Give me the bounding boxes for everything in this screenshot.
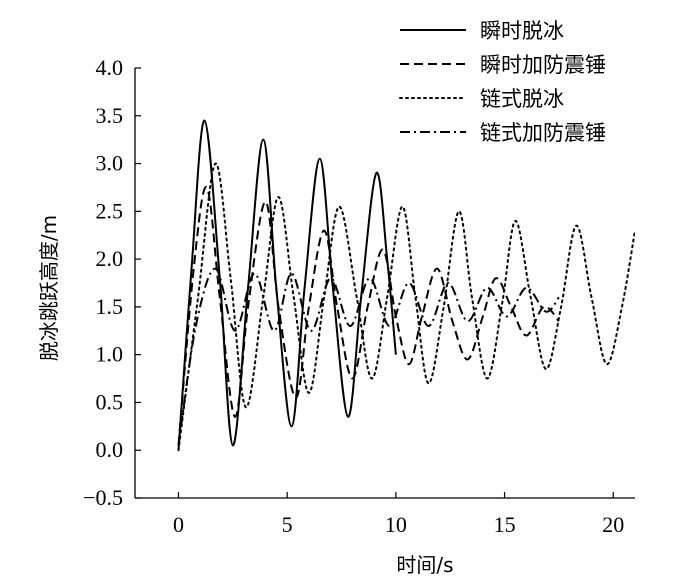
y-tick-label: 0.0 — [96, 437, 124, 462]
y-tick-label: 1.0 — [96, 342, 124, 367]
y-tick-label: 4.0 — [96, 55, 124, 80]
series-line-1 — [177, 119, 397, 451]
legend-label-1: 瞬时脱冰 — [480, 19, 564, 43]
series-line-3 — [177, 162, 635, 452]
x-tick-label: 0 — [173, 512, 184, 537]
x-tick-label: 5 — [282, 512, 293, 537]
y-tick-label: 1.5 — [96, 294, 124, 319]
legend-label-4: 链式加防震锤 — [480, 121, 606, 145]
series-layer — [177, 119, 635, 452]
series-line-4 — [177, 267, 560, 446]
axes: −0.5 0.0 0.5 1.0 1.5 2.0 2.5 3.0 3.5 4.0 0 5 10 15 20 — [83, 55, 635, 537]
y-tick-label: 3.0 — [96, 151, 124, 176]
legend-label-2: 瞬时加防震锤 — [480, 53, 606, 77]
x-tick-label: 10 — [385, 512, 407, 537]
legend-label-3: 链式脱冰 — [480, 87, 564, 111]
x-tick-label: 20 — [602, 512, 624, 537]
y-axis-title: 脱冰跳跃高度/m — [37, 215, 61, 361]
x-axis-title: 时间/s — [396, 553, 453, 577]
series-line-2 — [177, 186, 560, 446]
x-tick-label: 15 — [494, 512, 516, 537]
y-tick-label: 2.5 — [96, 198, 124, 223]
y-tick-label: 3.5 — [96, 103, 124, 128]
y-tick-label: 0.5 — [96, 389, 124, 414]
y-tick-label: −0.5 — [83, 485, 123, 510]
y-tick-label: 2.0 — [96, 246, 124, 271]
